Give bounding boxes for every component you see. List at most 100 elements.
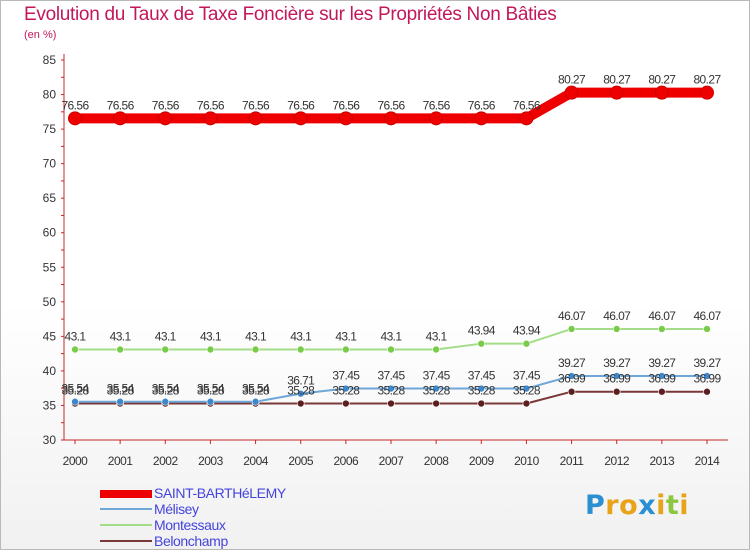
data-point (477, 399, 486, 408)
x-tick-label: 2005 (288, 454, 314, 468)
data-label: 43.1 (110, 329, 132, 343)
x-tick-label: 2013 (650, 454, 676, 468)
data-point (206, 345, 215, 354)
data-label: 35.28 (61, 384, 89, 398)
data-point (296, 345, 305, 354)
legend-swatch-saint-barthelemy (100, 490, 152, 498)
data-label: 46.07 (558, 309, 586, 323)
data-label: 35.54 (197, 382, 225, 396)
data-point (700, 85, 714, 100)
data-point (68, 111, 82, 126)
data-label: 36.99 (693, 372, 721, 386)
data-point (113, 111, 128, 126)
data-label: 35.28 (197, 384, 225, 398)
data-point (654, 85, 669, 100)
data-point (612, 325, 621, 333)
logo-letter: i (679, 490, 690, 521)
data-label: 35.28 (468, 384, 496, 398)
logo-letter: o (619, 490, 639, 521)
data-point (477, 384, 486, 393)
y-axis-units: (en %) (24, 29, 57, 41)
legend-label: Belonchamp (154, 533, 228, 549)
data-label: 43.1 (335, 329, 357, 343)
data-point (248, 111, 263, 126)
data-label: 76.56 (152, 98, 180, 112)
y-tick-label: 40 (43, 364, 57, 378)
data-point (522, 384, 531, 393)
data-point (474, 111, 489, 126)
data-point (342, 384, 350, 393)
data-point (342, 399, 350, 408)
data-point (477, 339, 486, 348)
logo-letter: t (665, 490, 680, 521)
data-point (161, 397, 170, 406)
data-point (71, 345, 79, 354)
data-point (703, 372, 711, 380)
x-tick-label: 2010 (514, 454, 540, 468)
y-tick-label: 45 (43, 329, 57, 343)
data-label: 43.94 (513, 324, 541, 338)
data-label: 43.94 (468, 324, 496, 338)
data-label: 80.27 (693, 73, 721, 87)
data-label: 39.27 (603, 356, 631, 370)
data-point (293, 111, 308, 126)
data-label: 76.56 (107, 98, 135, 112)
logo-letter: P (585, 490, 606, 521)
data-point (522, 399, 531, 408)
y-tick-label: 30 (43, 433, 57, 447)
data-point (612, 387, 621, 396)
logo-letter: i (656, 490, 666, 521)
data-label: 35.28 (242, 384, 270, 398)
data-label: 43.1 (245, 329, 267, 343)
y-tick-label: 35 (43, 398, 57, 412)
data-label: 76.56 (513, 98, 541, 112)
x-tick-label: 2007 (379, 454, 405, 468)
data-label: 76.56 (61, 98, 89, 112)
data-label: 76.56 (423, 98, 451, 112)
data-point (703, 387, 711, 396)
data-label: 76.56 (197, 98, 225, 112)
data-label: 37.45 (332, 369, 360, 383)
data-point (658, 325, 666, 333)
data-point (432, 399, 440, 408)
data-label: 80.27 (558, 73, 586, 87)
data-point (384, 111, 398, 126)
data-label: 35.28 (287, 384, 315, 398)
x-tick-label: 2014 (695, 454, 721, 468)
data-point (161, 345, 170, 354)
data-point (567, 372, 576, 380)
data-label: 39.27 (648, 356, 676, 370)
data-point (387, 384, 395, 393)
data-point (296, 399, 305, 408)
legend-swatch-melisey (100, 508, 152, 510)
data-label: 76.56 (287, 98, 315, 112)
data-label: 43.1 (65, 329, 87, 343)
data-point (203, 111, 218, 126)
x-tick-label: 2001 (108, 454, 134, 468)
x-tick-label: 2008 (424, 454, 450, 468)
data-point (519, 111, 534, 126)
y-tick-label: 80 (43, 88, 57, 102)
data-point (564, 85, 579, 100)
data-point (251, 397, 260, 406)
data-point (251, 345, 260, 354)
data-label: 37.45 (377, 369, 405, 383)
data-label: 35.28 (332, 384, 360, 398)
data-point (342, 345, 350, 354)
data-point (387, 345, 395, 354)
logo-letter: r (605, 490, 620, 521)
data-point (429, 111, 444, 126)
logo-letter: x (638, 490, 657, 521)
y-tick-label: 55 (43, 260, 57, 274)
data-point (296, 389, 305, 398)
data-label: 35.28 (423, 384, 451, 398)
x-tick-label: 2006 (334, 454, 360, 468)
legend-label: SAINT-BARTHéLEMY (154, 485, 286, 501)
y-tick-label: 85 (43, 53, 57, 67)
data-label: 76.56 (377, 98, 405, 112)
data-label: 76.56 (468, 98, 496, 112)
data-point (658, 372, 666, 380)
data-point (206, 397, 215, 406)
data-label: 37.45 (468, 369, 496, 383)
data-label: 36.99 (558, 372, 586, 386)
